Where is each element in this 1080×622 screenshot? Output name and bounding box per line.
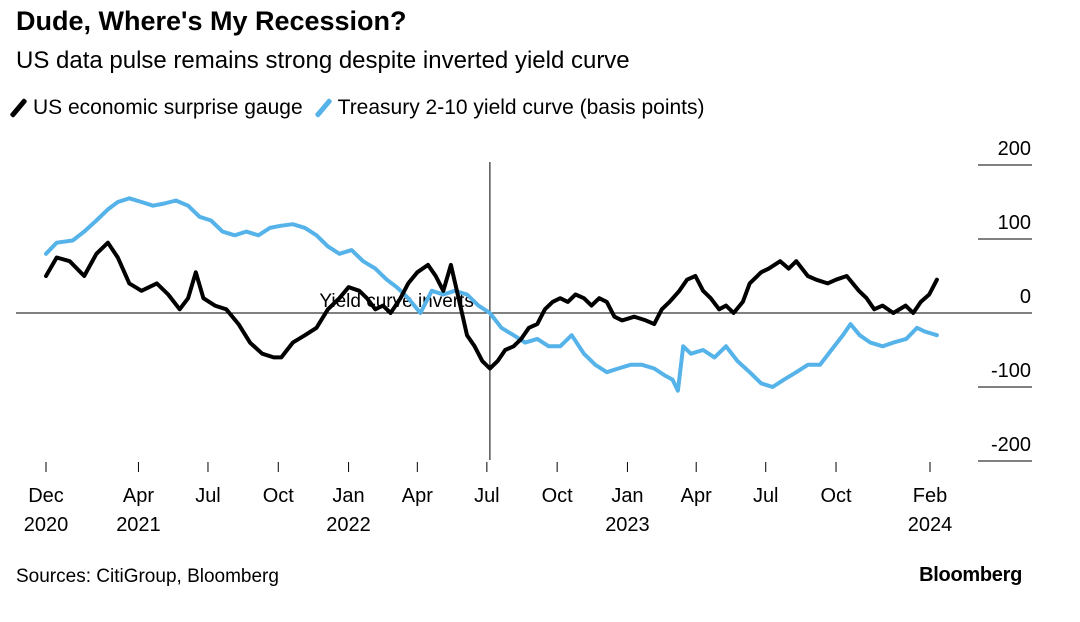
x-tick-label: Oct	[542, 485, 574, 507]
series-line-1	[44, 196, 939, 393]
y-tick-label: -200	[991, 434, 1031, 456]
x-tick-label: Jul	[195, 485, 221, 507]
x-tick-label: Feb	[913, 485, 947, 507]
legend: US economic surprise gauge Treasury 2-10…	[9, 96, 723, 120]
x-tick-label: Dec	[28, 485, 64, 507]
y-tick-label: 200	[998, 138, 1031, 160]
x-tick-year: 2023	[605, 514, 650, 536]
y-tick-label: -100	[991, 360, 1031, 382]
chart-subtitle: US data pulse remains strong despite inv…	[16, 47, 630, 74]
x-tick-label: Apr	[402, 485, 433, 507]
x-tick-year: 2022	[326, 514, 371, 536]
x-tick-label: Oct	[820, 485, 852, 507]
source-note: Sources: CitiGroup, Bloomberg	[16, 566, 279, 587]
x-tick-year: 2024	[908, 514, 953, 536]
x-tick-label: Oct	[263, 485, 295, 507]
x-tick-year: 2020	[24, 514, 69, 536]
x-tick-label: Apr	[681, 485, 712, 507]
x-tick-year: 2021	[116, 514, 161, 536]
legend-item-surprise: US economic surprise gauge	[9, 96, 303, 120]
brand-logo: Bloomberg	[919, 564, 1022, 586]
x-tick-label: Apr	[123, 485, 154, 507]
legend-item-yield-curve: Treasury 2-10 yield curve (basis points)	[314, 96, 705, 120]
x-tick-label: Jul	[753, 485, 779, 507]
x-tick-label: Jul	[474, 485, 500, 507]
y-tick-label: 0	[1020, 286, 1031, 308]
y-tick-label: 100	[998, 212, 1031, 234]
legend-label-yield-curve: Treasury 2-10 yield curve (basis points)	[337, 96, 705, 119]
series-line-0	[44, 240, 939, 371]
chart-title: Dude, Where's My Recession?	[16, 6, 407, 36]
legend-label-surprise: US economic surprise gauge	[33, 96, 303, 119]
x-tick-label: Jan	[332, 485, 364, 507]
x-tick-label: Jan	[611, 485, 643, 507]
